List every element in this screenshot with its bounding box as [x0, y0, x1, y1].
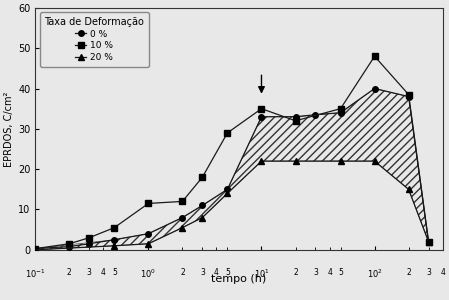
10 % [180, 200, 185, 203]
Text: 10$^{-1}$: 10$^{-1}$ [25, 268, 46, 280]
Text: 3: 3 [87, 268, 92, 277]
20 % [145, 242, 151, 246]
Text: 2: 2 [180, 268, 185, 277]
Text: 2: 2 [406, 268, 411, 277]
20 % [33, 248, 38, 252]
Text: 3: 3 [426, 268, 431, 277]
Line: 20 %: 20 % [32, 158, 431, 253]
Text: 10$^{1}$: 10$^{1}$ [254, 268, 269, 280]
0 % [145, 232, 151, 236]
Y-axis label: EPRDOS, C/cm²: EPRDOS, C/cm² [4, 91, 14, 166]
Text: 10$^{0}$: 10$^{0}$ [141, 268, 156, 280]
Text: 10$^{2}$: 10$^{2}$ [367, 268, 383, 280]
0 % [66, 245, 72, 248]
20 % [200, 216, 205, 219]
20 % [426, 240, 431, 244]
0 % [225, 188, 230, 191]
0 % [313, 113, 318, 116]
10 % [372, 55, 377, 58]
20 % [293, 159, 298, 163]
0 % [338, 111, 343, 115]
0 % [33, 247, 38, 250]
Text: 3: 3 [313, 268, 318, 277]
10 % [426, 240, 431, 244]
0 % [200, 204, 205, 207]
0 % [259, 115, 264, 119]
0 % [293, 115, 298, 119]
Text: 5: 5 [112, 268, 117, 277]
Text: 4: 4 [214, 268, 219, 277]
10 % [112, 226, 117, 230]
0 % [87, 242, 92, 246]
0 % [372, 87, 377, 90]
20 % [406, 188, 411, 191]
Line: 0 %: 0 % [32, 86, 431, 251]
10 % [338, 107, 343, 110]
Text: 2: 2 [293, 268, 298, 277]
20 % [180, 226, 185, 230]
Text: 3: 3 [200, 268, 205, 277]
20 % [259, 159, 264, 163]
0 % [426, 240, 431, 244]
20 % [225, 192, 230, 195]
0 % [406, 95, 411, 98]
10 % [66, 242, 72, 246]
10 % [87, 236, 92, 239]
10 % [225, 131, 230, 135]
20 % [112, 244, 117, 247]
X-axis label: tempo (h): tempo (h) [211, 274, 267, 284]
20 % [338, 159, 343, 163]
10 % [293, 119, 298, 123]
10 % [145, 202, 151, 205]
Line: 10 %: 10 % [32, 53, 431, 251]
Legend: 0 %, 10 %, 20 %: 0 %, 10 %, 20 % [40, 12, 149, 67]
0 % [112, 238, 117, 242]
10 % [33, 247, 38, 250]
10 % [406, 93, 411, 96]
20 % [372, 159, 377, 163]
Text: 2: 2 [67, 268, 72, 277]
Text: 5: 5 [338, 268, 343, 277]
Text: 5: 5 [225, 268, 230, 277]
Text: 4: 4 [327, 268, 332, 277]
0 % [180, 216, 185, 219]
10 % [259, 107, 264, 110]
10 % [200, 176, 205, 179]
Text: 4: 4 [101, 268, 106, 277]
Text: 4: 4 [440, 268, 445, 277]
